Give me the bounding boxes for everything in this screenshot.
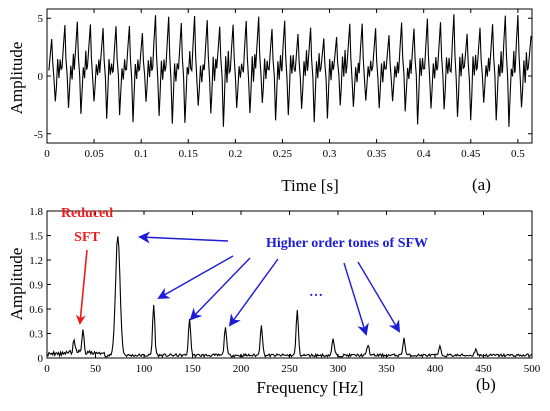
ellipsis-label: …	[309, 285, 323, 300]
panel-a-x-tick-label: 0.25	[273, 148, 293, 160]
panel-b-y-tick-label: 0.9	[29, 280, 43, 292]
panel-b-x-tick-label: 50	[90, 363, 102, 375]
panel-a-x-ticks: 0 0.05 0.1 0.15 0.2 0.25 0.3 0.35 0.4 0.45 0.5	[44, 9, 525, 160]
panel-b-x-tick-label: 200	[233, 363, 250, 375]
higher-order-arrow-3	[189, 257, 251, 321]
panel-a-y-ticks: -5 0 5	[34, 13, 532, 141]
time-signal-line	[48, 14, 532, 127]
panel-b-y-tick-label: 0.3	[29, 329, 43, 341]
panel-b-x-ticks: 0 50 100 150 200 250 300 350 400 450 500	[44, 211, 541, 375]
higher-order-arrow-4	[228, 258, 279, 327]
higher-order-arrow-5	[343, 262, 369, 336]
panel-b-x-tick-label: 100	[136, 363, 153, 375]
panel-a-x-tick-label: 0.4	[417, 148, 431, 160]
panel-a-x-tick-label: 0.05	[84, 148, 104, 160]
panel-b-x-tick-label: 250	[281, 363, 298, 375]
panel-a-x-tick-label: 0	[44, 148, 50, 160]
panel-a-x-tick-label: 0.2	[228, 148, 242, 160]
higher-order-arrow-1	[138, 231, 229, 244]
panel-b-y-tick-label: 1.5	[29, 231, 43, 243]
higher-order-arrow-2	[157, 255, 234, 299]
panel-a-x-tick-label: 0.45	[461, 148, 481, 160]
panel-a-y-tick-label: -5	[34, 129, 44, 141]
panel-b-tag: (b)	[476, 375, 496, 394]
panel-b-y-tick-label: 1.8	[29, 206, 43, 218]
reduced-sft-arrow	[75, 249, 88, 325]
panel-b-x-tick-label: 0	[44, 363, 50, 375]
higher-order-arrow-6	[357, 261, 401, 333]
panel-b-y-tick-label: 0.6	[29, 304, 43, 316]
panel-a-y-tick-label: 5	[38, 13, 44, 25]
panel-b-y-axis-label: Amplitude	[7, 248, 26, 321]
panel-a-time-signal: 0 0.05 0.1 0.15 0.2 0.25 0.3 0.35 0.4 0.45 0.5 -50…	[7, 8, 533, 195]
panel-a-tag: (a)	[472, 175, 491, 194]
reduced-sft-label-line1: Reduced	[61, 206, 113, 221]
panel-a-x-tick-label: 0.35	[367, 148, 387, 160]
panel-b-x-tick-label: 300	[330, 363, 347, 375]
panel-a-x-axis-label: Time [s]	[281, 176, 338, 195]
panel-b-x-tick-label: 350	[378, 363, 395, 375]
panel-b-y-tick-label: 1.2	[29, 255, 43, 267]
panel-b-spectrum: 0 50 100 150 200 250 300 350 400 450 500 0 0.3 0.6 0.…	[7, 206, 541, 397]
panel-a-x-tick-label: 0.5	[511, 148, 525, 160]
reduced-sft-label-line2: SFT	[74, 230, 100, 245]
higher-order-label: Higher order tones of SFW	[266, 236, 428, 251]
panel-b-x-tick-label: 150	[184, 363, 201, 375]
panel-b-x-tick-label: 500	[524, 363, 541, 375]
panel-b-x-tick-label: 450	[475, 363, 492, 375]
panel-a-y-tick-label: 0	[38, 71, 44, 83]
panel-a-x-tick-label: 0.1	[134, 148, 148, 160]
spectrum-line	[46, 236, 533, 359]
panel-b-y-ticks: 0 0.3 0.6 0.9 1.2 1.5 1.8	[29, 206, 532, 365]
panel-a-x-tick-label: 0.3	[323, 148, 337, 160]
panel-b-y-tick-label: 0	[38, 353, 44, 365]
panel-b-x-tick-label: 400	[427, 363, 444, 375]
panel-b-x-axis-label: Frequency [Hz]	[256, 378, 363, 397]
panel-a-x-tick-label: 0.15	[179, 148, 199, 160]
panel-a-y-axis-label: Amplitude	[7, 42, 26, 115]
